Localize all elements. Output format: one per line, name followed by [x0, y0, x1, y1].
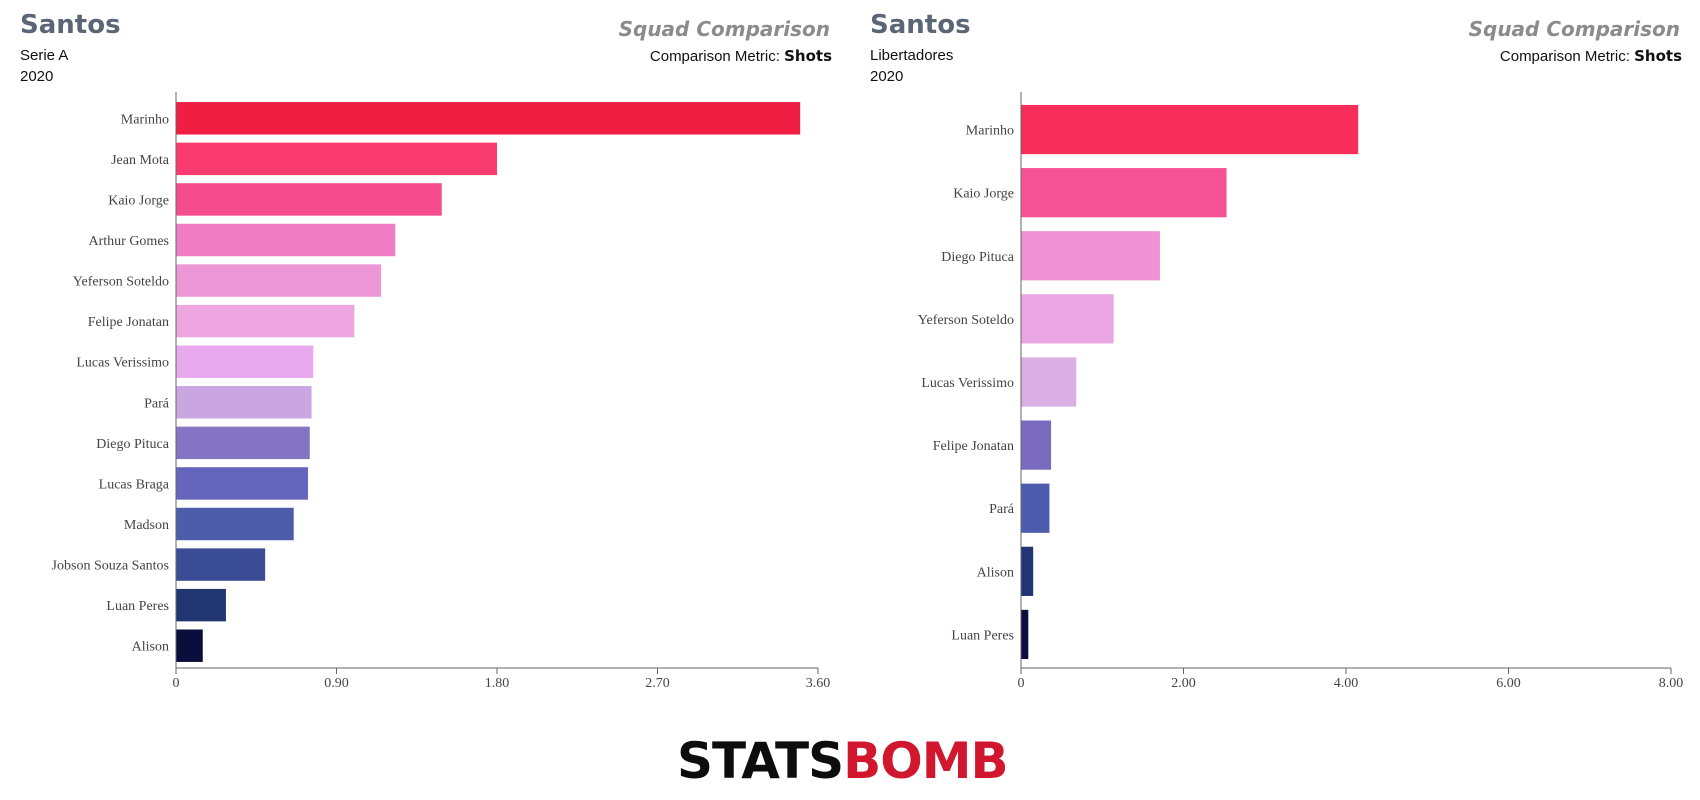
bar-6	[1021, 483, 1050, 533]
category-label: Lucas Verissimo	[921, 376, 1014, 391]
category-label: Luan Peres	[951, 628, 1014, 643]
x-tick-label: 8.00	[1659, 676, 1684, 691]
logo-text-stats: STATS	[677, 732, 844, 790]
bar-13	[176, 629, 203, 662]
bar-6	[176, 345, 314, 378]
x-tick-label: 0	[1018, 676, 1025, 691]
logo-text-bomb: BOMB	[843, 732, 1008, 790]
competition-name: Libertadores	[870, 47, 954, 64]
category-label: Kaio Jorge	[108, 193, 169, 208]
category-label: Arthur Gomes	[89, 234, 170, 249]
category-label: Lucas Verissimo	[76, 356, 169, 371]
bar-3	[176, 223, 396, 257]
metric-line: Comparison Metric: Shots	[1500, 47, 1682, 65]
category-label: Jobson Souza Santos	[52, 559, 169, 574]
x-tick-label: 1.80	[485, 676, 510, 691]
bar-9	[176, 467, 308, 500]
x-tick-label: 4.00	[1334, 676, 1359, 691]
panel-title: Squad Comparison	[1468, 17, 1680, 41]
bar-2	[1021, 231, 1160, 281]
left-panel: Santos Serie A 2020 Squad Comparison Com…	[0, 0, 850, 700]
bar-8	[176, 426, 310, 460]
metric-label: Comparison Metric:	[649, 48, 780, 65]
category-label: Diego Pituca	[96, 437, 169, 452]
category-label: Felipe Jonatan	[88, 315, 169, 330]
bar-12	[176, 588, 226, 622]
bar-3	[1021, 294, 1114, 344]
category-label: Jean Mota	[111, 153, 170, 168]
team-name: Santos	[20, 10, 121, 40]
category-label: Madson	[124, 518, 169, 533]
metric-label: Comparison Metric:	[1499, 48, 1630, 65]
bar-7	[176, 386, 312, 419]
category-label: Pará	[144, 396, 170, 411]
category-label: Lucas Braga	[99, 477, 170, 492]
category-label: Felipe Jonatan	[933, 439, 1014, 454]
bar-2	[176, 183, 442, 216]
category-label: Yeferson Soteldo	[73, 275, 169, 290]
category-label: Yeferson Soteldo	[918, 313, 1014, 328]
team-name: Santos	[870, 10, 971, 40]
season-label: 2020	[870, 68, 904, 85]
panel-title: Squad Comparison	[618, 17, 830, 41]
bar-1	[1021, 168, 1227, 218]
metric-value: Shots	[784, 47, 832, 65]
x-tick-label: 2.70	[645, 676, 670, 691]
category-label: Diego Pituca	[941, 250, 1014, 265]
x-tick-label: 3.60	[806, 676, 831, 691]
category-label: Alison	[977, 565, 1014, 580]
bar-chart-libertadores: Marinho Kaio Jorge Diego Pituca Yeferson So…	[918, 92, 1684, 691]
bar-chart-serie-a: Marinho Jean Mota Kaio Jorge Arthur Gomes Ye…	[52, 92, 831, 691]
category-label: Luan Peres	[106, 599, 169, 614]
bar-7	[1021, 546, 1034, 596]
category-label: Pará	[989, 502, 1015, 517]
bar-0	[1021, 104, 1359, 155]
x-tick-label: 0.90	[324, 676, 349, 691]
x-tick-label: 2.00	[1171, 676, 1196, 691]
bar-11	[176, 548, 266, 581]
metric-line: Comparison Metric: Shots	[650, 47, 832, 65]
right-panel: Santos Libertadores 2020 Squad Compariso…	[850, 0, 1700, 700]
competition-name: Serie A	[20, 47, 69, 64]
category-label: Marinho	[121, 112, 169, 127]
bar-8	[1021, 609, 1029, 660]
bar-10	[176, 507, 294, 541]
season-label: 2020	[20, 68, 54, 85]
bar-1	[176, 142, 497, 176]
bar-0	[176, 102, 801, 135]
bar-5	[1021, 420, 1052, 470]
bar-4	[176, 264, 382, 297]
category-label: Marinho	[966, 124, 1014, 139]
x-tick-label: 6.00	[1496, 676, 1521, 691]
category-label: Kaio Jorge	[953, 187, 1014, 202]
metric-value: Shots	[1634, 47, 1682, 65]
x-tick-label: 0	[173, 676, 180, 691]
statsbomb-logo: STATSBOMB	[677, 732, 1009, 790]
category-label: Alison	[132, 640, 169, 655]
bar-4	[1021, 357, 1077, 407]
bar-5	[176, 304, 355, 338]
